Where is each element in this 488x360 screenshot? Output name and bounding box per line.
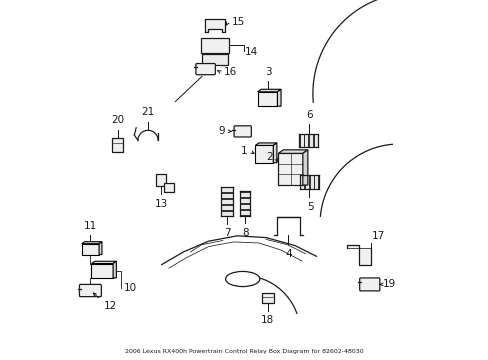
FancyBboxPatch shape	[112, 138, 123, 152]
Text: 4: 4	[285, 249, 291, 259]
Polygon shape	[91, 261, 116, 264]
Text: 18: 18	[261, 315, 274, 325]
Ellipse shape	[225, 271, 259, 287]
FancyBboxPatch shape	[79, 284, 101, 297]
Text: 8: 8	[242, 228, 248, 238]
Bar	[221, 211, 232, 216]
Bar	[300, 175, 304, 189]
Polygon shape	[99, 242, 102, 255]
Bar	[255, 145, 273, 163]
Text: 5: 5	[306, 202, 313, 212]
Text: 19: 19	[382, 279, 396, 289]
Bar	[278, 153, 302, 185]
Bar	[257, 92, 277, 106]
Text: 21: 21	[141, 107, 154, 117]
Bar	[240, 198, 250, 203]
Bar	[240, 210, 250, 215]
FancyBboxPatch shape	[201, 54, 227, 65]
Text: 10: 10	[123, 283, 137, 293]
Text: 16: 16	[224, 67, 237, 77]
Text: 12: 12	[103, 301, 117, 311]
Bar	[240, 192, 250, 197]
FancyBboxPatch shape	[234, 126, 251, 137]
Polygon shape	[302, 150, 307, 185]
FancyBboxPatch shape	[196, 63, 215, 75]
Bar	[304, 134, 307, 147]
Bar	[314, 175, 318, 189]
Polygon shape	[346, 245, 370, 265]
Text: 20: 20	[111, 115, 124, 125]
Polygon shape	[277, 89, 281, 106]
Bar	[240, 204, 250, 209]
Bar	[221, 187, 232, 192]
Text: 3: 3	[264, 67, 271, 77]
FancyBboxPatch shape	[262, 293, 273, 303]
Bar	[313, 134, 317, 147]
Bar	[221, 205, 232, 210]
Bar	[221, 199, 232, 204]
Text: 2: 2	[265, 152, 272, 162]
Bar	[309, 175, 313, 189]
Bar	[299, 134, 303, 147]
Polygon shape	[278, 150, 307, 153]
Bar	[221, 193, 232, 198]
Text: 9: 9	[218, 126, 224, 136]
Polygon shape	[81, 242, 102, 244]
Polygon shape	[255, 143, 276, 145]
Bar	[308, 134, 312, 147]
Text: 6: 6	[305, 109, 312, 120]
Bar	[155, 174, 166, 186]
Text: 17: 17	[371, 231, 385, 241]
Bar	[163, 183, 174, 192]
Bar	[91, 264, 113, 278]
Text: 15: 15	[231, 17, 244, 27]
Text: 13: 13	[154, 199, 167, 209]
Text: 7: 7	[224, 228, 230, 238]
FancyBboxPatch shape	[359, 278, 379, 291]
Polygon shape	[257, 89, 281, 92]
Polygon shape	[204, 19, 225, 32]
Text: 14: 14	[244, 47, 257, 57]
Polygon shape	[113, 261, 116, 278]
Bar	[305, 175, 308, 189]
Text: 11: 11	[83, 221, 97, 231]
Polygon shape	[273, 143, 276, 163]
Bar	[81, 244, 99, 255]
Text: 1: 1	[240, 146, 246, 156]
Text: 2006 Lexus RX400h Powertrain Control Relay Box Diagram for 82602-48030: 2006 Lexus RX400h Powertrain Control Rel…	[125, 348, 363, 354]
FancyBboxPatch shape	[201, 38, 228, 53]
